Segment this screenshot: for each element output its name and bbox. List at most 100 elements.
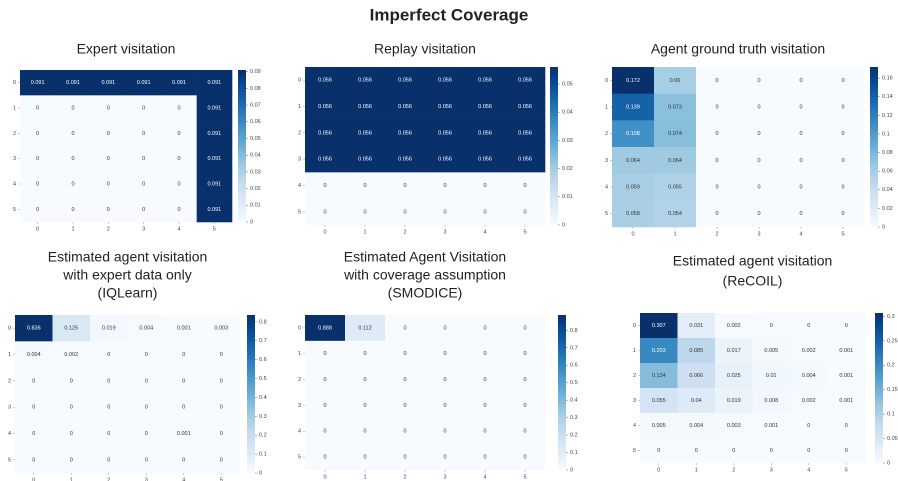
- colorbar-tick-label: 0.06: [250, 119, 261, 125]
- cell-label: 0.091: [207, 207, 221, 213]
- heatmap-cell: [425, 366, 466, 393]
- heatmap-cell: [640, 313, 678, 339]
- colorbar-tick-label: 0.08: [250, 86, 261, 92]
- heatmap-cell: [425, 315, 466, 342]
- cell-label: 0: [142, 105, 145, 111]
- heatmap-cell: [752, 388, 791, 414]
- y-tick-label: 2: [13, 131, 16, 137]
- cell-label: 0.056: [518, 157, 532, 163]
- cell-label: 0: [483, 351, 486, 357]
- x-tick-label: 1: [673, 231, 676, 237]
- heatmap-cell: [161, 95, 197, 121]
- cell-label: 0.002: [802, 398, 816, 404]
- colorbar-tick-label: 0.1: [887, 412, 895, 418]
- cell-label: 0: [363, 429, 366, 435]
- colorbar: [558, 315, 566, 470]
- heatmap-cell: [55, 196, 91, 223]
- heatmap-cell: [505, 340, 546, 367]
- heatmap-cell: [202, 341, 241, 368]
- cell-label: 0: [483, 209, 486, 215]
- cell-label: 0: [177, 156, 180, 162]
- x-tick-label: 1: [71, 226, 74, 232]
- heatmap-cell: [345, 340, 386, 367]
- heatmap-cell: [20, 196, 56, 223]
- heatmap-cell: [465, 315, 506, 342]
- heatmap-cell: [505, 172, 546, 199]
- heatmap-cell: [752, 338, 791, 364]
- cell-label: 0.056: [358, 104, 372, 110]
- x-tick-label: 0: [323, 474, 326, 480]
- colorbar-tick-label: 0.16: [882, 76, 893, 82]
- cell-label: 0: [107, 156, 110, 162]
- colorbar-tick-label: 0.25: [887, 338, 898, 344]
- heatmap-cell: [161, 196, 197, 223]
- colorbar-tick-label: 0.05: [250, 136, 261, 142]
- y-tick-label: 4: [605, 184, 608, 190]
- cell-label: 0: [443, 377, 446, 383]
- heatmap-cell: [790, 363, 828, 389]
- heatmap-cell: [696, 93, 739, 121]
- cell-label: 0.172: [626, 78, 640, 84]
- cell-label: 0.04: [691, 398, 702, 404]
- heatmap-cell: [52, 394, 91, 421]
- heatmap-cell: [90, 196, 127, 223]
- cell-label: 0: [770, 448, 773, 454]
- heatmap-cell: [425, 119, 466, 147]
- cell-label: 0.055: [668, 184, 682, 190]
- x-tick-label: 3: [770, 467, 773, 473]
- cell-label: 0.003: [214, 326, 228, 332]
- heatmap-cell: [161, 120, 197, 147]
- cell-label: 0: [799, 78, 802, 84]
- cell-label: 0: [323, 351, 326, 357]
- cell-label: 0: [841, 184, 844, 190]
- colorbar-tick-label: 0.02: [250, 186, 261, 192]
- heatmap-cell: [305, 172, 346, 199]
- cell-label: 0.004: [689, 423, 703, 429]
- cell-label: 0.056: [358, 78, 372, 84]
- cell-label: 0: [483, 183, 486, 189]
- heatmap-cell: [196, 70, 233, 96]
- heatmap-cell: [345, 444, 386, 471]
- heatmap-cell: [465, 418, 506, 445]
- cell-label: 0.001: [177, 431, 191, 437]
- heatmap-cell: [90, 420, 128, 447]
- heatmap-cell: [345, 119, 386, 147]
- cell-label: 0: [107, 378, 110, 384]
- colorbar: [238, 70, 246, 222]
- x-tick-label: 1: [70, 477, 73, 481]
- x-tick-label: 1: [363, 229, 366, 235]
- colorbar-tick-label: 0: [250, 219, 253, 225]
- heatmap-cell: [52, 367, 91, 395]
- cell-label: 0.108: [626, 131, 640, 137]
- cell-label: 0.056: [318, 157, 332, 163]
- heatmap-cell: [425, 198, 466, 226]
- x-tick-label: 5: [845, 467, 848, 473]
- heatmap-cell: [677, 438, 716, 464]
- colorbar-tick-label: 0.3: [570, 415, 578, 421]
- heatmap-cell: [715, 413, 753, 439]
- y-tick-label: 4: [298, 183, 301, 189]
- cell-label: 0: [182, 378, 185, 384]
- cell-label: 0: [403, 325, 406, 331]
- heatmap-cell: [165, 446, 203, 474]
- cell-label: 0: [323, 455, 326, 461]
- heatmap-cell: [305, 67, 346, 94]
- cell-label: 0: [323, 429, 326, 435]
- colorbar-tick-label: 0.8: [570, 328, 578, 334]
- colorbar-tick-label: 0.12: [882, 113, 893, 119]
- cell-label: 0.005: [764, 348, 778, 354]
- cell-label: 0.091: [207, 105, 221, 111]
- heatmap-cell: [425, 444, 466, 471]
- cell-label: 0: [142, 156, 145, 162]
- heatmap-cell: [738, 200, 781, 228]
- heatmap-cell: [345, 418, 386, 445]
- heatmap-cell: [15, 341, 53, 368]
- cell-label: 0.001: [177, 326, 191, 332]
- heatmap-cell: [52, 420, 91, 447]
- cell-label: 0.888: [318, 325, 332, 331]
- cell-label: 0: [107, 105, 110, 111]
- cell-label: 0.139: [626, 104, 640, 110]
- cell-label: 0: [36, 156, 39, 162]
- cell-label: 0: [841, 131, 844, 137]
- heatmap-panel: Replay visitation 0.056 0.056 0.056 0.056 0.0…: [298, 41, 573, 236]
